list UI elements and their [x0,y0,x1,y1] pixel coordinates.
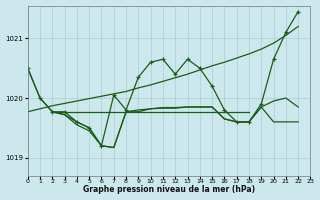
X-axis label: Graphe pression niveau de la mer (hPa): Graphe pression niveau de la mer (hPa) [83,185,255,194]
